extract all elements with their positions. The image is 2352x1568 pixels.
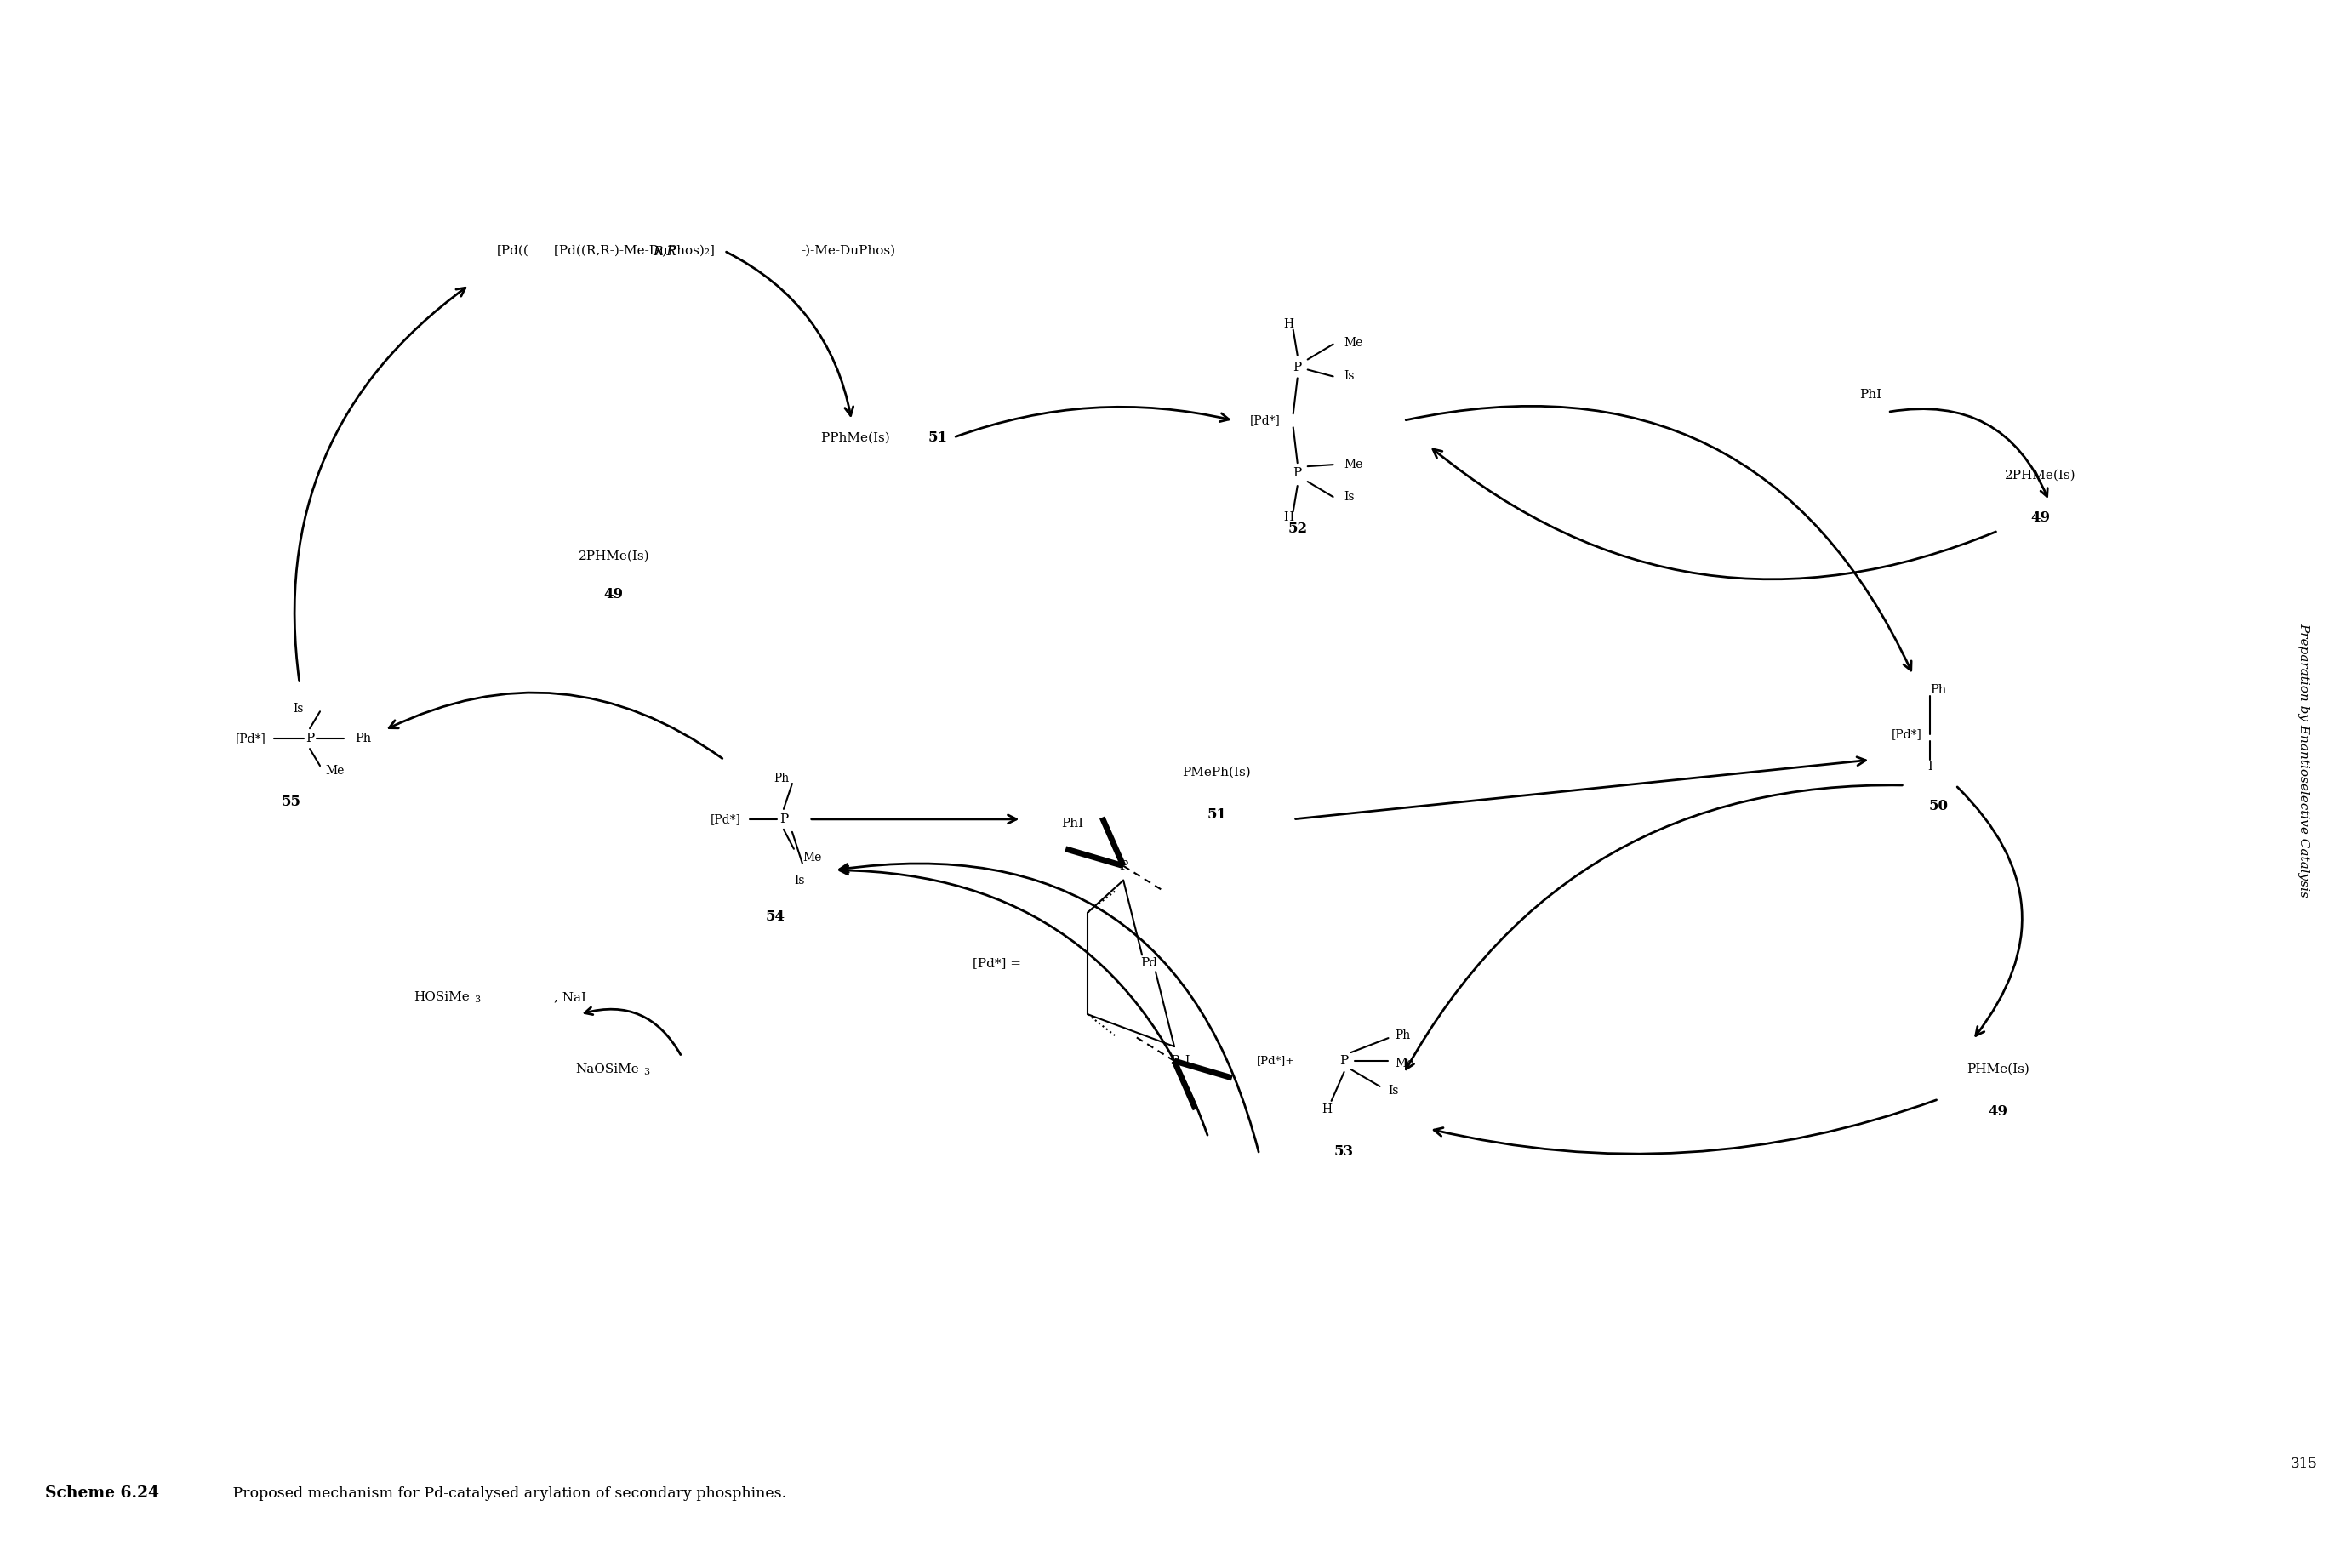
Text: Is: Is (1343, 491, 1355, 503)
Text: PhI: PhI (1860, 389, 1882, 401)
Text: Me: Me (325, 765, 343, 776)
Text: [Pd*]: [Pd*] (1249, 414, 1279, 426)
Text: P: P (1169, 1055, 1178, 1066)
Text: 50: 50 (1929, 800, 1947, 814)
Text: Proposed mechanism for Pd-catalysed arylation of secondary phosphines.: Proposed mechanism for Pd-catalysed aryl… (219, 1486, 786, 1501)
Text: 49: 49 (2030, 511, 2051, 525)
Text: P: P (1120, 859, 1127, 872)
Text: I: I (1929, 760, 1933, 773)
Text: Ph: Ph (355, 732, 372, 745)
Text: Me: Me (1343, 459, 1364, 470)
Text: I: I (1185, 1055, 1190, 1066)
Text: 315: 315 (2291, 1457, 2317, 1471)
Text: -)-Me-DuPhos): -)-Me-DuPhos) (800, 245, 896, 257)
Text: Ph: Ph (1931, 684, 1947, 696)
Text: Me: Me (1395, 1057, 1414, 1069)
Text: PMePh(Is): PMePh(Is) (1183, 767, 1251, 778)
Text: Scheme 6.24: Scheme 6.24 (45, 1486, 160, 1501)
Text: P: P (1294, 467, 1301, 480)
Text: [Pd*]+: [Pd*]+ (1256, 1055, 1296, 1066)
Text: R,R: R,R (654, 245, 677, 257)
Text: 49: 49 (604, 586, 623, 602)
Text: [Pd((: [Pd(( (496, 245, 529, 257)
Text: 54: 54 (764, 909, 786, 924)
Text: H: H (1322, 1104, 1331, 1115)
Text: P: P (306, 732, 315, 745)
Text: PPhMe(Is): PPhMe(Is) (821, 431, 894, 444)
Text: HOSiMe: HOSiMe (414, 991, 470, 1004)
Text: [Pd*]: [Pd*] (710, 814, 741, 825)
Text: PhI: PhI (1061, 817, 1084, 829)
Text: 51: 51 (1207, 808, 1225, 822)
Text: NaOSiMe: NaOSiMe (576, 1063, 640, 1076)
Text: 53: 53 (1334, 1145, 1355, 1159)
Text: Is: Is (292, 702, 303, 715)
Text: 51: 51 (929, 430, 948, 445)
Text: Ph: Ph (774, 773, 788, 784)
Text: [Pd((​R​,​R​-)-Me-DuPhos)₂]: [Pd((​R​,​R​-)-Me-DuPhos)₂] (555, 245, 715, 257)
Text: Ph: Ph (1395, 1030, 1411, 1041)
Text: Pd: Pd (1141, 958, 1157, 969)
Text: P: P (1341, 1055, 1348, 1066)
Text: Me: Me (802, 851, 821, 864)
Text: [Pd*]: [Pd*] (1891, 729, 1922, 740)
Text: Is: Is (1388, 1085, 1399, 1096)
Text: Preparation by Enantioselective Catalysis: Preparation by Enantioselective Catalysi… (2298, 622, 2310, 897)
Text: H: H (1284, 511, 1294, 524)
Text: −: − (1209, 1043, 1216, 1051)
Text: PHMe(Is): PHMe(Is) (1966, 1063, 2030, 1076)
Text: 55: 55 (282, 795, 301, 809)
Text: 3: 3 (473, 996, 480, 1004)
Text: 3: 3 (644, 1068, 649, 1076)
Text: 2PHMe(Is): 2PHMe(Is) (2004, 470, 2077, 481)
Text: , NaI: , NaI (555, 991, 586, 1004)
Text: Me: Me (1343, 337, 1364, 348)
Text: Is: Is (1343, 370, 1355, 383)
Text: H: H (1284, 318, 1294, 329)
Text: [Pd*] =: [Pd*] = (974, 958, 1021, 969)
Text: P: P (779, 814, 788, 825)
Text: Is: Is (795, 875, 804, 886)
Text: [Pd*]: [Pd*] (235, 732, 266, 745)
Text: P: P (1294, 362, 1301, 373)
Text: 2PHMe(Is): 2PHMe(Is) (579, 550, 649, 563)
Text: 52: 52 (1287, 522, 1308, 536)
Text: 49: 49 (1987, 1104, 2009, 1120)
